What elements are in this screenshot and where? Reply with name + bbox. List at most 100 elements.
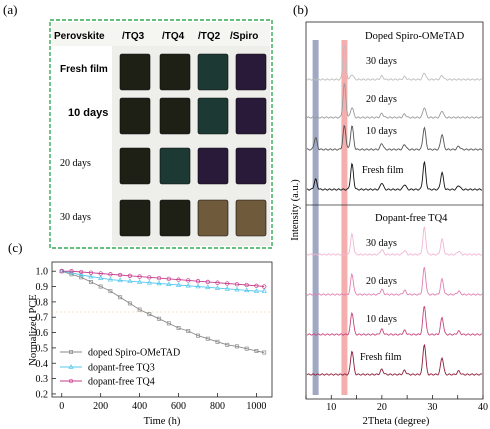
pce-legend-marker-dopant-free-tq3 <box>68 364 74 369</box>
xrd-curve-dopant-free-tq4-20-days <box>306 267 483 296</box>
xrd-curve-doped-spiro-ometad-20-days <box>306 83 483 119</box>
panel-a-photo: Perovskite/TQ3/TQ4/TQ2/Spiro Fresh film 1… <box>49 19 273 249</box>
xrd-x-tick-label: 30 <box>427 402 437 413</box>
pce-point-doped-spiro-ometad <box>166 321 171 326</box>
pce-point-doped-spiro-ometad <box>108 289 113 294</box>
row-label-30-days: 30 days <box>60 212 91 223</box>
pce-legend-text-dopant-free-tq4: dopant-free TQ4 <box>88 377 155 388</box>
pce-x-tick-label: 600 <box>171 401 186 412</box>
sample-fresh-film-tq4 <box>159 53 191 91</box>
xrd-label-spiro-20-days: 20 days <box>366 94 397 105</box>
pce-point-dopant-free-tq4 <box>127 273 133 278</box>
row-label-10-days: 10 days <box>68 107 108 119</box>
pce-point-dopant-free-tq4 <box>195 279 201 284</box>
pce-point-doped-spiro-ometad <box>196 333 200 338</box>
pce-point-doped-spiro-ometad <box>118 295 123 300</box>
pce-point-doped-spiro-ometad <box>262 350 267 355</box>
xrd-curve-doped-spiro-ometad-10-days <box>306 124 483 151</box>
xrd-label-tq4-30-days: 30 days <box>366 238 397 249</box>
xrd-curve-doped-spiro-ometad-30-days <box>306 45 482 81</box>
sample-10-days-tq2 <box>197 97 229 135</box>
pce-legend-marker-doped-spiro-ometad <box>69 350 73 354</box>
xrd-x-tick-label: 10 <box>326 402 336 413</box>
pce-point-dopant-free-tq4 <box>147 275 152 280</box>
pce-point-dopant-free-tq3 <box>107 276 114 282</box>
sample-20-days-spiro <box>235 147 267 185</box>
sample-fresh-film-tq2 <box>197 53 229 91</box>
pce-y-tick-label: 0.6 <box>36 328 49 339</box>
xrd-highlight-band-gray <box>312 40 319 395</box>
sample-20-days-tq2 <box>197 147 229 185</box>
pce-point-dopant-free-tq4 <box>225 281 230 286</box>
xrd-label-tq4-10-days: 10 days <box>366 314 397 325</box>
panel-a-label: (a) <box>3 2 17 17</box>
pce-y-tick-label: 0.7 <box>36 313 49 324</box>
pce-x-tick-label: 0 <box>59 401 64 412</box>
pce-point-dopant-free-tq3 <box>214 285 221 290</box>
pce-point-doped-spiro-ometad <box>137 307 142 312</box>
pce-y-tick-label: 0.9 <box>36 282 49 293</box>
pce-y-tick-label: 0.3 <box>36 374 49 385</box>
pce-point-dopant-free-tq3 <box>127 278 133 283</box>
pce-point-doped-spiro-ometad <box>98 284 103 289</box>
pce-point-dopant-free-tq3 <box>234 286 240 292</box>
pce-point-doped-spiro-ometad <box>254 349 259 353</box>
column-header-perovskite: Perovskite <box>54 31 105 42</box>
pce-y-tick-label: 0.4 <box>36 359 49 370</box>
pce-y-axis-label: Normalized PCE <box>28 294 39 365</box>
pce-point-dopant-free-tq4 <box>215 280 220 285</box>
xrd-x-axis-label: 2Theta (degree) <box>363 416 430 427</box>
sample-30-days-tq3 <box>119 199 151 237</box>
pce-point-dopant-free-tq4 <box>59 269 64 274</box>
xrd-label-spiro-30-days: 30 days <box>366 56 397 67</box>
sample-30-days-spiro <box>235 199 267 237</box>
pce-point-dopant-free-tq4 <box>166 276 171 282</box>
group-label-tq4: Dopant-free TQ4 <box>375 213 448 224</box>
column-header-spiro: /Spiro <box>230 31 258 42</box>
xrd-x-tick-label: 40 <box>478 402 488 413</box>
pce-point-dopant-free-tq4 <box>69 269 74 274</box>
xrd-label-tq4-fresh-film: Fresh film <box>360 352 402 363</box>
pce-point-dopant-free-tq3 <box>195 283 201 289</box>
xrd-highlight-band-red <box>341 40 348 395</box>
xrd-label-tq4-20-days: 20 days <box>366 276 397 287</box>
pce-frame <box>51 261 273 398</box>
pce-point-doped-spiro-ometad <box>186 329 191 333</box>
pce-y-tick-label: 0.8 <box>36 297 49 308</box>
xrd-curve-dopant-free-tq4-10-days <box>306 305 483 336</box>
column-header-tq2: /TQ2 <box>198 31 221 42</box>
pce-point-doped-spiro-ometad <box>215 339 220 344</box>
pce-point-dopant-free-tq4 <box>254 283 259 288</box>
sample-10-days-spiro <box>235 97 267 135</box>
pce-point-dopant-free-tq3 <box>88 273 94 279</box>
pce-point-doped-spiro-ometad <box>127 301 132 306</box>
pce-line-dopant-free-tq3 <box>61 270 265 292</box>
pce-point-dopant-free-tq3 <box>224 285 230 291</box>
group-label-doped-spiro: Doped Spiro-OMeTAD <box>365 31 465 42</box>
xrd-label-spiro-10-days: 10 days <box>366 126 397 137</box>
sample-20-days-tq3 <box>119 147 151 185</box>
xrd-curve-dopant-free-tq4-fresh-film <box>306 343 483 376</box>
pce-y-tick-label: 1.0 <box>36 267 49 278</box>
panel-b-xrd-chart: Doped Spiro-OMeTAD Dopant-free TQ4 30 da… <box>290 21 488 427</box>
pce-y-tick-label: 0.5 <box>36 343 49 354</box>
pce-point-doped-spiro-ometad <box>244 346 249 351</box>
pce-point-dopant-free-tq4 <box>262 284 267 289</box>
pce-point-dopant-free-tq3 <box>205 284 211 290</box>
pce-point-dopant-free-tq3 <box>137 279 143 284</box>
pce-point-dopant-free-tq4 <box>88 270 94 275</box>
pce-x-tick-label: 800 <box>210 401 225 412</box>
row-label-fresh-film: Fresh film <box>60 64 108 75</box>
sample-30-days-tq2 <box>197 199 229 237</box>
pce-point-dopant-free-tq3 <box>146 279 152 285</box>
pce-point-dopant-free-tq4 <box>108 272 113 277</box>
pce-point-dopant-free-tq4 <box>205 279 210 285</box>
sample-10-days-tq3 <box>119 97 151 135</box>
pce-point-dopant-free-tq3 <box>78 272 84 277</box>
pce-point-doped-spiro-ometad <box>205 336 210 341</box>
pce-point-doped-spiro-ometad <box>157 316 162 321</box>
pce-x-axis-label: Time (h) <box>144 416 181 427</box>
pce-point-doped-spiro-ometad <box>225 342 230 347</box>
pce-legend-text-dopant-free-tq3: dopant-free TQ3 <box>88 363 155 374</box>
pce-point-doped-spiro-ometad <box>88 279 93 284</box>
